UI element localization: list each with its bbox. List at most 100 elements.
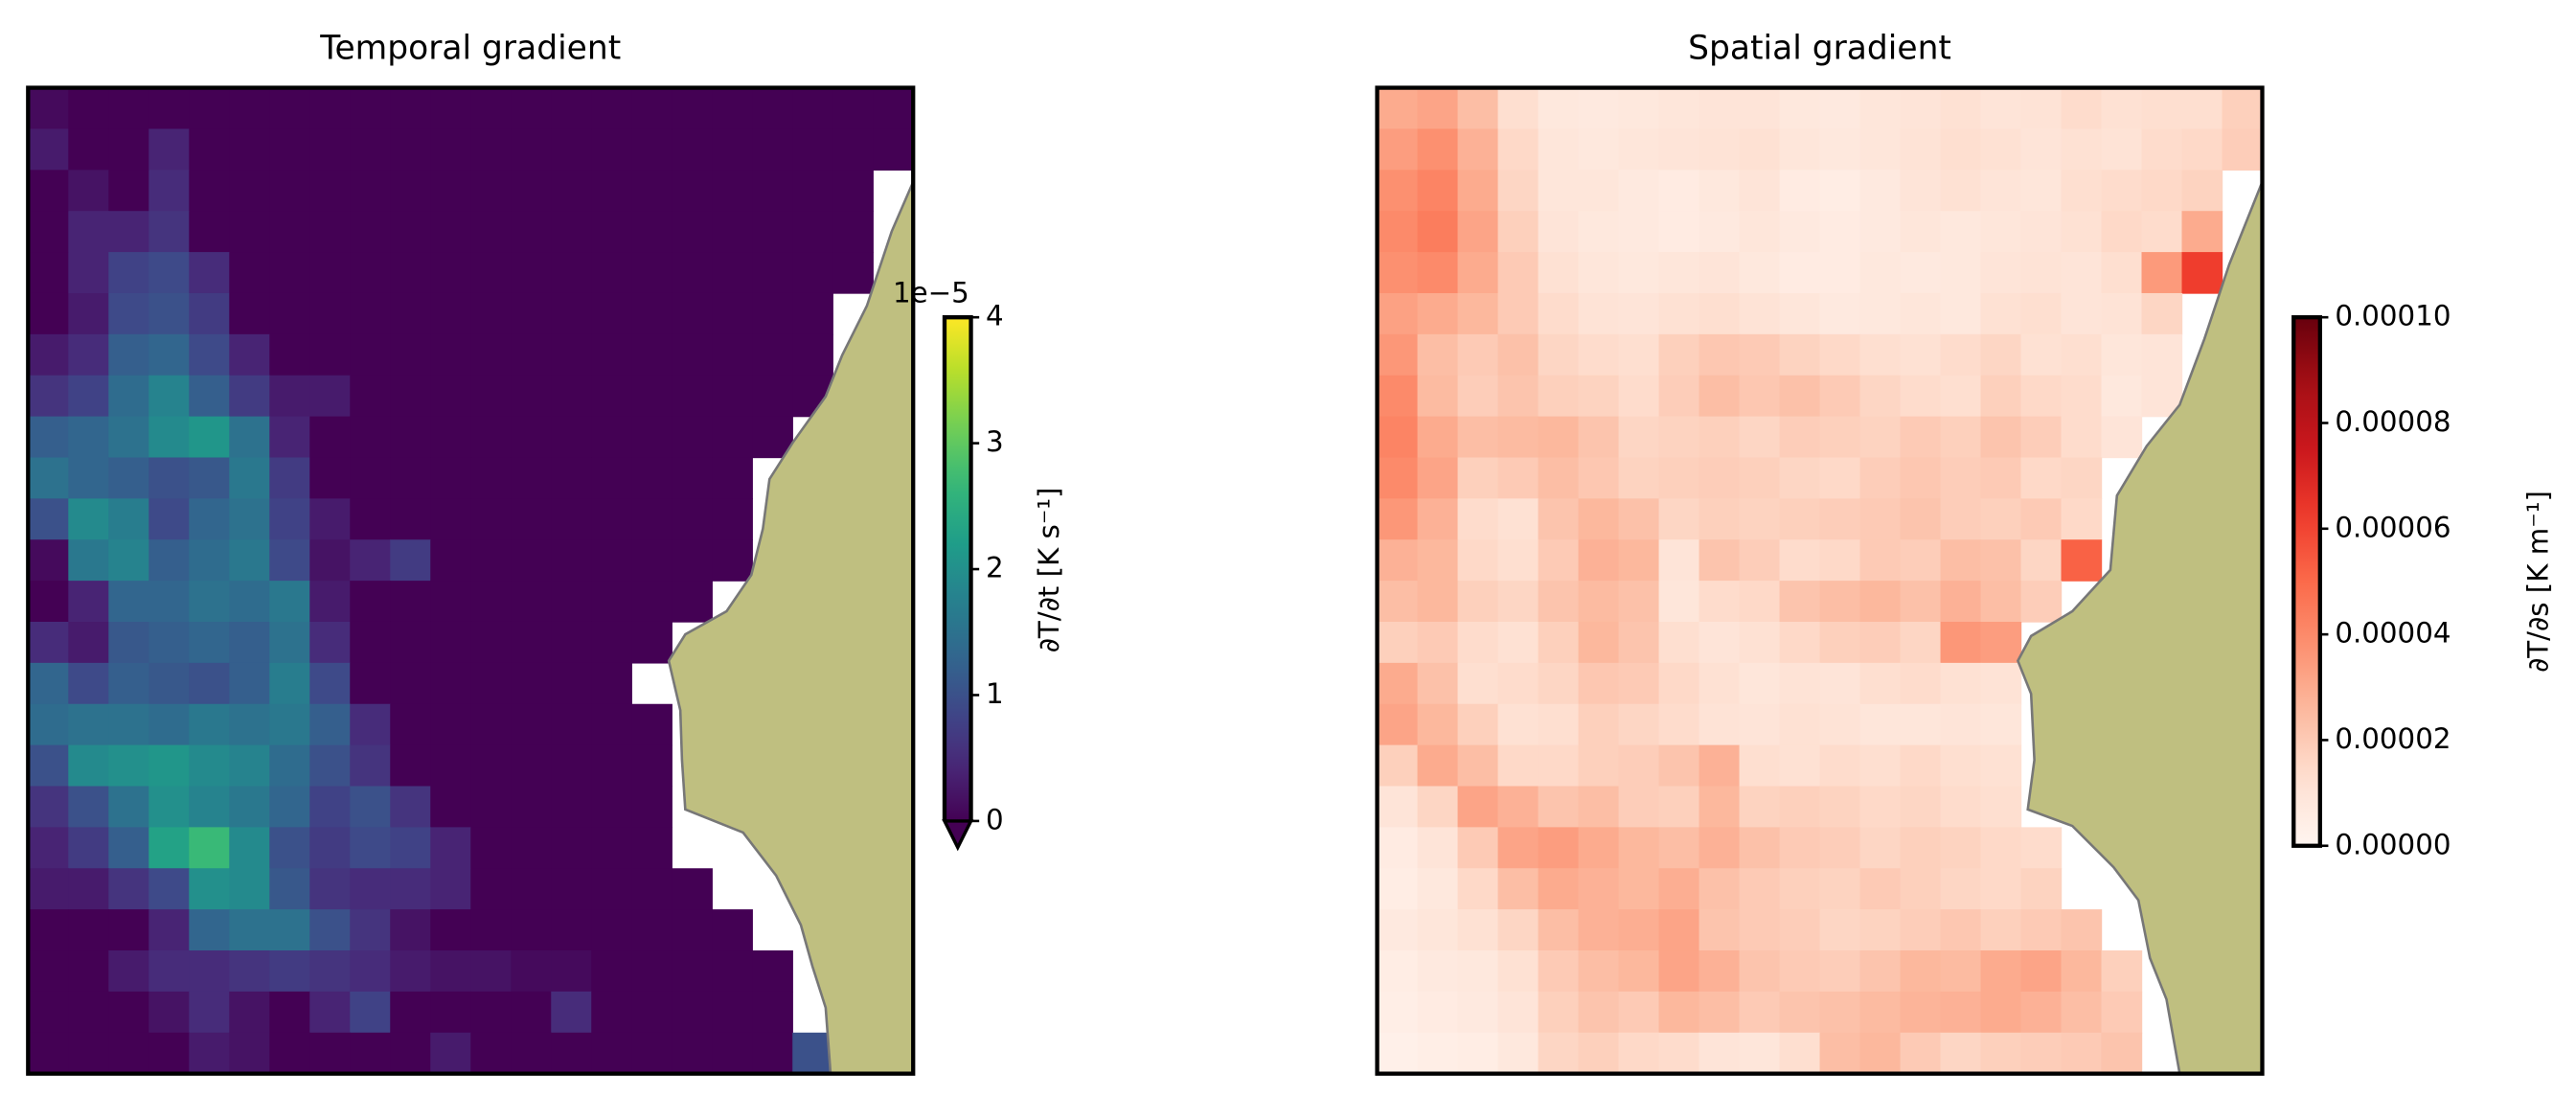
heatmap-cell bbox=[551, 87, 592, 130]
heatmap-cell bbox=[2181, 252, 2223, 294]
heatmap-cell bbox=[511, 621, 552, 664]
heatmap-cell bbox=[1900, 211, 1942, 253]
heatmap-cell bbox=[229, 1032, 270, 1074]
heatmap-cell bbox=[1497, 457, 1539, 500]
heatmap-cell bbox=[189, 539, 230, 582]
heatmap-cell bbox=[1819, 744, 1861, 788]
heatmap-cell bbox=[148, 827, 190, 869]
heatmap-cell bbox=[551, 333, 592, 377]
heatmap-cell bbox=[1457, 991, 1499, 1034]
heatmap-cell bbox=[1658, 744, 1700, 788]
heatmap-cell bbox=[470, 333, 512, 377]
heatmap-cell bbox=[2020, 827, 2063, 869]
heatmap-cell bbox=[1417, 211, 1459, 253]
heatmap-cell bbox=[68, 868, 109, 910]
heatmap-cell bbox=[350, 539, 391, 582]
heatmap-cell bbox=[631, 498, 672, 540]
heatmap-cell bbox=[1497, 1032, 1539, 1074]
heatmap-cell bbox=[1658, 991, 1700, 1034]
heatmap-cell bbox=[551, 416, 592, 459]
heatmap-cell bbox=[511, 498, 552, 540]
heatmap-cell bbox=[591, 292, 632, 335]
heatmap-cell bbox=[1980, 87, 2022, 130]
heatmap-cell bbox=[1698, 621, 1741, 664]
heatmap-cell bbox=[189, 703, 230, 746]
heatmap-cell bbox=[390, 621, 431, 664]
heatmap-cell bbox=[792, 252, 833, 294]
heatmap-cell bbox=[1859, 539, 1902, 582]
heatmap-cell bbox=[1698, 991, 1741, 1034]
heatmap-cell bbox=[189, 375, 230, 418]
heatmap-cell bbox=[1658, 211, 1700, 253]
heatmap-cell bbox=[390, 703, 431, 746]
heatmap-cell bbox=[511, 170, 552, 212]
heatmap-cell bbox=[1578, 909, 1620, 951]
heatmap-cell bbox=[390, 991, 431, 1034]
heatmap-cell bbox=[1819, 581, 1861, 623]
heatmap-cell bbox=[28, 498, 69, 540]
offset-label: 1e−5 bbox=[893, 277, 969, 309]
heatmap-cell bbox=[1377, 416, 1419, 459]
heatmap-cell bbox=[68, 621, 109, 664]
heatmap-cell bbox=[2181, 211, 2223, 253]
heatmap-cell bbox=[189, 252, 230, 294]
heatmap-cell bbox=[1618, 581, 1660, 623]
heatmap-cell bbox=[1980, 375, 2022, 418]
heatmap-cell bbox=[1779, 1032, 1821, 1074]
heatmap-cell bbox=[2020, 170, 2063, 212]
heatmap-cell bbox=[1819, 703, 1861, 746]
heatmap-cell bbox=[189, 909, 230, 951]
heatmap-cell bbox=[229, 87, 270, 130]
heatmap-cell bbox=[108, 662, 149, 705]
heatmap-cell bbox=[631, 170, 672, 212]
heatmap-cell bbox=[1377, 786, 1419, 829]
heatmap-cell bbox=[1940, 128, 1982, 171]
heatmap-cell bbox=[148, 703, 190, 746]
heatmap-cell bbox=[672, 950, 713, 993]
heatmap-cell bbox=[148, 252, 190, 294]
heatmap-cell bbox=[309, 128, 351, 171]
heatmap-cell bbox=[148, 128, 190, 171]
heatmap-cell bbox=[511, 909, 552, 951]
heatmap-cell bbox=[1779, 744, 1821, 788]
heatmap-cell bbox=[551, 498, 592, 540]
heatmap-cell bbox=[591, 539, 632, 582]
heatmap-cell bbox=[1417, 744, 1459, 788]
heatmap-cell bbox=[1900, 375, 1942, 418]
heatmap-cell bbox=[672, 539, 713, 582]
heatmap-cell bbox=[551, 539, 592, 582]
heatmap-cell bbox=[1578, 375, 1620, 418]
heatmap-cell bbox=[390, 333, 431, 377]
heatmap-cell bbox=[1497, 170, 1539, 212]
heatmap-cell bbox=[1819, 991, 1861, 1034]
heatmap-cell bbox=[470, 87, 512, 130]
heatmap-cell bbox=[390, 827, 431, 869]
heatmap-cell bbox=[470, 950, 512, 993]
heatmap-cell bbox=[390, 416, 431, 459]
heatmap-cell bbox=[148, 539, 190, 582]
heatmap-cell bbox=[1457, 621, 1499, 664]
heatmap-cell bbox=[1538, 416, 1580, 459]
heatmap-cell bbox=[1739, 128, 1781, 171]
heatmap-cell bbox=[148, 786, 190, 829]
heatmap-cell bbox=[1819, 211, 1861, 253]
heatmap-cell bbox=[28, 703, 69, 746]
heatmap-cell bbox=[1900, 416, 1942, 459]
heatmap-cell bbox=[1658, 827, 1700, 869]
heatmap-cell bbox=[1940, 703, 1982, 746]
heatmap-cell bbox=[591, 498, 632, 540]
heatmap-cell bbox=[1658, 498, 1700, 540]
heatmap-cell bbox=[229, 909, 270, 951]
heatmap-cell bbox=[390, 744, 431, 788]
heatmap-cell bbox=[1457, 375, 1499, 418]
heatmap-cell bbox=[1497, 292, 1539, 335]
heatmap-cell bbox=[1859, 621, 1902, 664]
heatmap-cell bbox=[1538, 457, 1580, 500]
heatmap-cell bbox=[2141, 211, 2183, 253]
heatmap-cell bbox=[350, 868, 391, 910]
heatmap-cell bbox=[792, 170, 833, 212]
heatmap-cell bbox=[390, 1032, 431, 1074]
heatmap-cell bbox=[1779, 539, 1821, 582]
heatmap-cell bbox=[108, 703, 149, 746]
